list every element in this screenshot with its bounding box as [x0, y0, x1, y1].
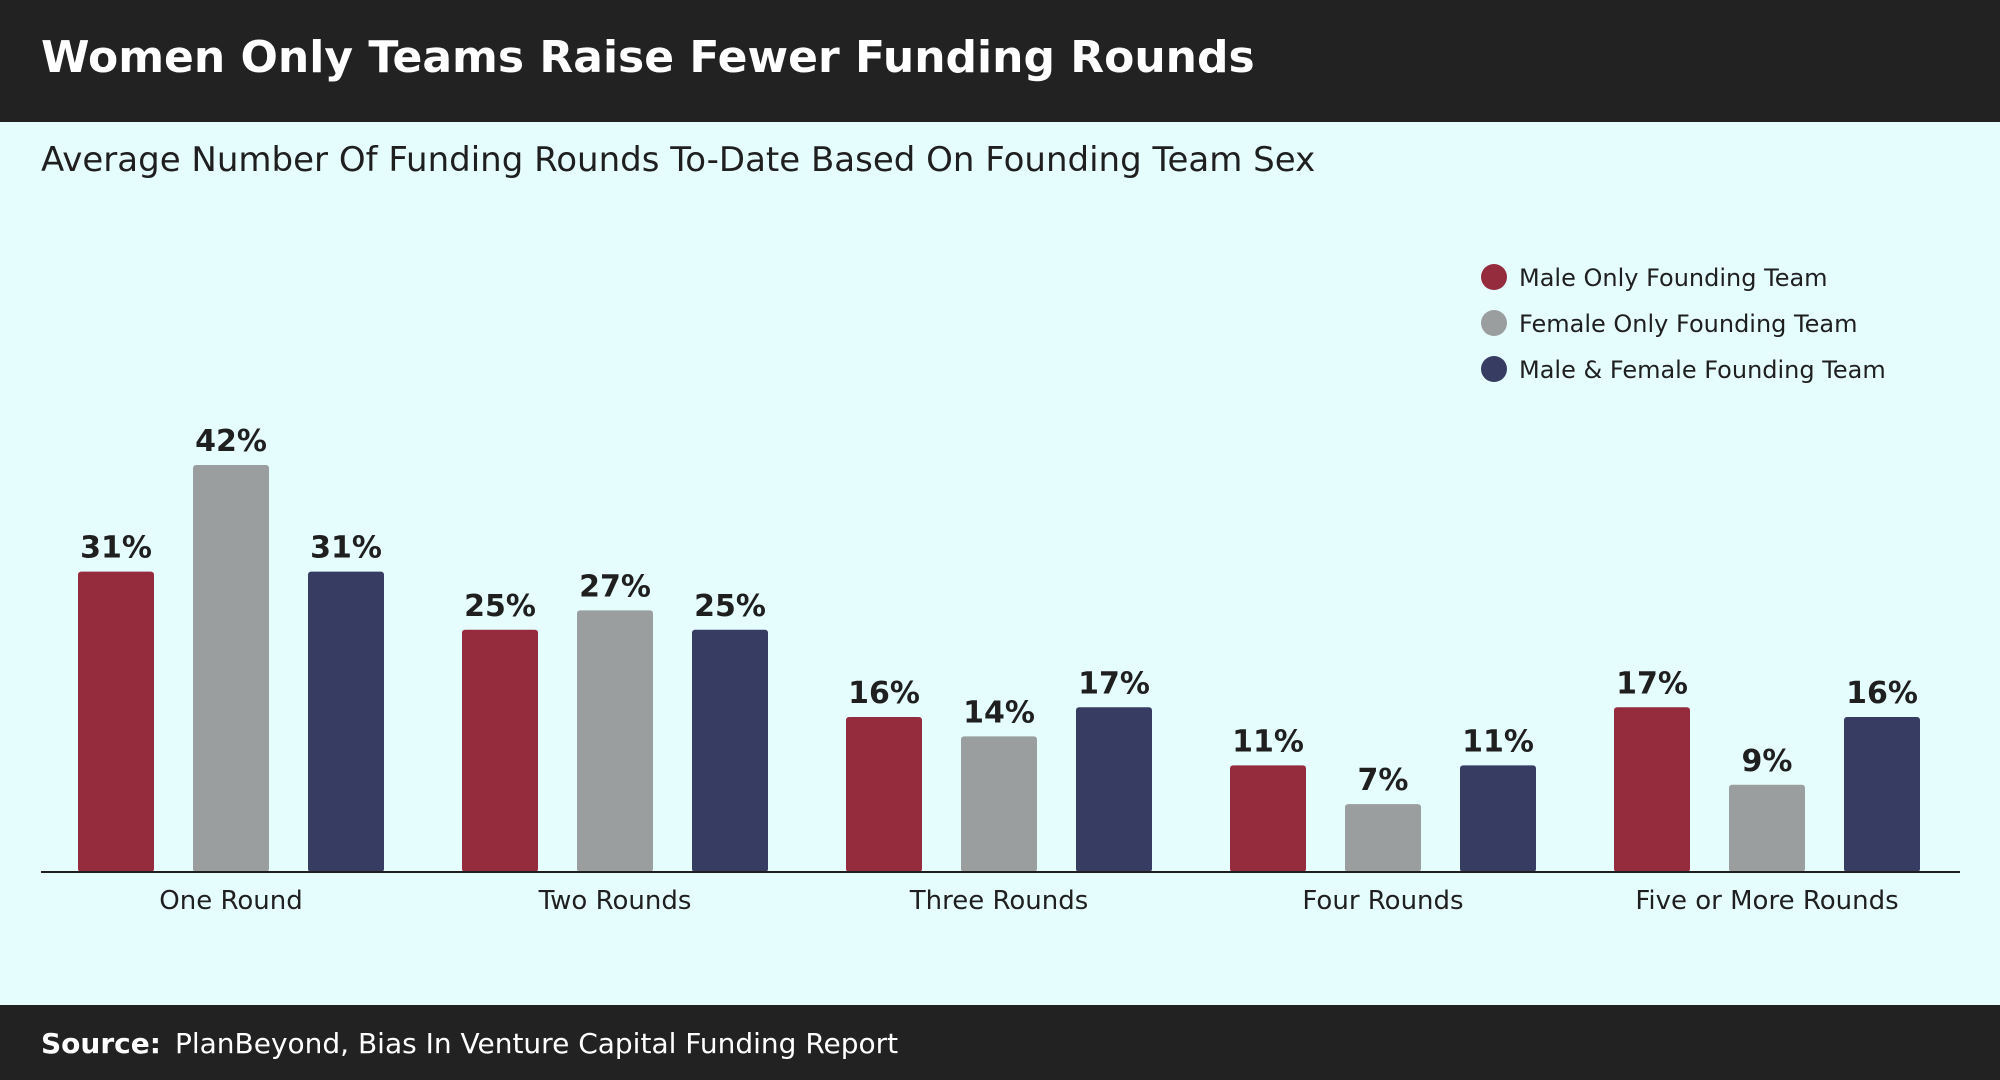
source-label: Source: [41, 1027, 161, 1060]
bar-1-0 [462, 629, 538, 872]
legend-label-1: Female Only Founding Team [1519, 310, 1857, 338]
bar-3-1 [1345, 804, 1421, 872]
value-label-4-2: 16% [1846, 676, 1918, 711]
chart-subtitle: Average Number Of Funding Rounds To-Date… [41, 140, 1316, 180]
source-line: Source: PlanBeyond, Bias In Venture Capit… [41, 1027, 898, 1060]
category-label-2: Three Rounds [909, 886, 1089, 916]
value-label-4-1: 9% [1742, 744, 1793, 779]
value-label-0-1: 42% [195, 424, 267, 459]
value-label-0-2: 31% [310, 531, 382, 566]
bar-0-1 [193, 465, 269, 872]
category-labels-group: One Round Two Rounds Three Rounds Four Roun… [159, 886, 1898, 916]
value-label-1-1: 27% [579, 569, 651, 604]
bar-2-0 [846, 716, 922, 872]
legend-swatch-2 [1481, 356, 1507, 382]
value-label-3-0: 11% [1232, 724, 1304, 759]
value-label-3-1: 7% [1358, 763, 1409, 798]
value-labels-group: 31% 42% 31% 25% 27% 25% 16% 14% 17% 11% 7% 11% 17% 9%… [80, 424, 1918, 798]
legend-swatch-0 [1481, 264, 1507, 290]
bar-1-1 [577, 610, 653, 872]
bar-0-2 [308, 571, 384, 872]
bar-2-2 [1076, 707, 1152, 872]
bar-2-1 [961, 736, 1037, 872]
category-label-1: Two Rounds [538, 886, 692, 916]
legend-label-0: Male Only Founding Team [1519, 264, 1828, 292]
bar-4-1 [1729, 784, 1805, 872]
legend-swatch-1 [1481, 310, 1507, 336]
bars-group [78, 465, 1920, 872]
bar-0-0 [78, 571, 154, 872]
category-label-0: One Round [159, 886, 302, 916]
bar-3-0 [1230, 765, 1306, 872]
value-label-1-0: 25% [464, 589, 536, 624]
header-bar: Women Only Teams Raise Fewer Funding Rou… [0, 0, 2000, 122]
category-label-4: Five or More Rounds [1635, 886, 1898, 916]
value-label-0-0: 31% [80, 531, 152, 566]
legend-label-2: Male & Female Founding Team [1519, 356, 1886, 384]
legend: Male Only Founding Team Female Only Found… [1481, 264, 1886, 384]
value-label-3-2: 11% [1462, 724, 1534, 759]
bar-4-0 [1614, 707, 1690, 872]
category-label-3: Four Rounds [1302, 886, 1463, 916]
value-label-2-1: 14% [963, 695, 1035, 730]
footer-bar: Source: PlanBeyond, Bias In Venture Capit… [0, 1005, 2000, 1080]
value-label-4-0: 17% [1616, 666, 1688, 701]
value-label-2-2: 17% [1078, 666, 1150, 701]
bar-4-2 [1844, 716, 1920, 872]
value-label-2-0: 16% [848, 676, 920, 711]
bar-3-2 [1460, 765, 1536, 872]
bar-1-2 [692, 629, 768, 872]
value-label-1-2: 25% [694, 589, 766, 624]
source-text: PlanBeyond, Bias In Venture Capital Fund… [174, 1027, 899, 1060]
chart-title: Women Only Teams Raise Fewer Funding Rou… [41, 32, 1255, 83]
